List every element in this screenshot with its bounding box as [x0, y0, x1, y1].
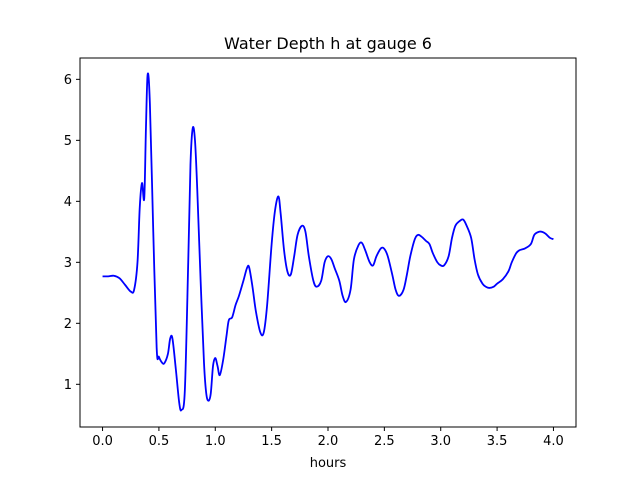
series-line — [102, 72, 554, 412]
y-axis-ticks: 1 2 3 4 5 6 — [64, 73, 80, 393]
x-tick-label: 0.5 — [149, 434, 170, 449]
x-tick-label: 2.0 — [318, 434, 339, 449]
x-tick-label: 1.5 — [261, 434, 282, 449]
y-tick-label: 5 — [64, 134, 72, 149]
x-tick-label: 0.0 — [92, 434, 113, 449]
y-tick-label: 3 — [64, 256, 72, 271]
chart-title: Water Depth h at gauge 6 — [224, 34, 432, 53]
x-axis-label: hours — [310, 456, 347, 471]
y-tick-label: 4 — [64, 195, 72, 210]
x-tick-label: 3.0 — [430, 434, 451, 449]
y-tick-label: 1 — [64, 378, 72, 393]
y-tick-label: 2 — [64, 317, 72, 332]
x-axis-ticks: 0.0 0.5 1.0 1.5 2.0 2.5 3.0 3.5 4.0 — [92, 427, 564, 449]
series-layer — [102, 72, 554, 412]
x-tick-label: 1.0 — [205, 434, 226, 449]
x-tick-label: 2.5 — [374, 434, 395, 449]
x-tick-label: 3.5 — [487, 434, 508, 449]
x-tick-label: 4.0 — [543, 434, 564, 449]
y-tick-label: 6 — [64, 73, 72, 88]
